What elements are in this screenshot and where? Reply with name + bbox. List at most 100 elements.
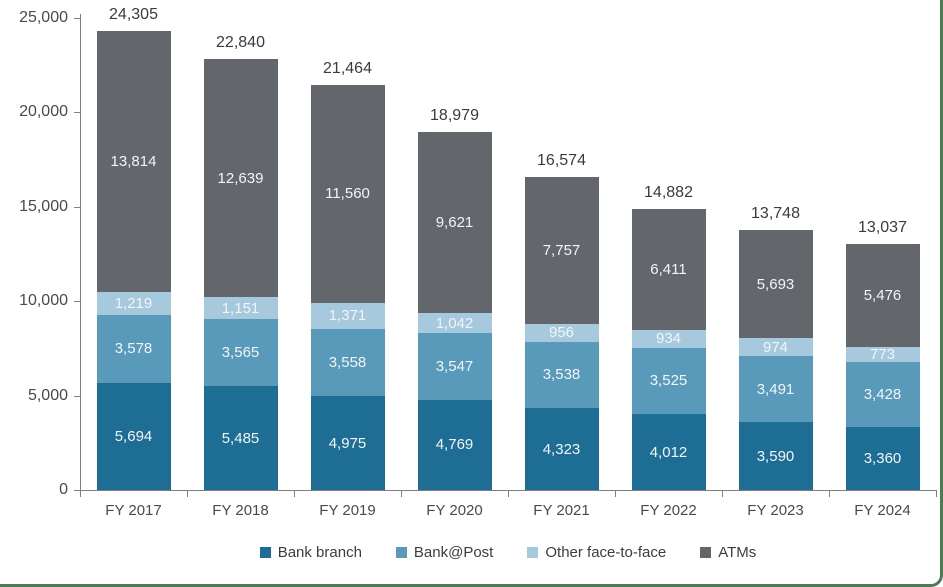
segment-value-label: 1,219 (114, 294, 153, 312)
bar-segment-bank-branch[interactable]: 4,012 (631, 414, 706, 490)
x-axis-label: FY 2024 (854, 502, 911, 519)
total-label: 21,464 (323, 59, 372, 77)
bar-segment-bank-branch[interactable]: 4,975 (310, 396, 385, 490)
segment-value-label: 3,525 (649, 372, 688, 390)
legend-swatch-icon (259, 547, 271, 558)
bar-segment-other-face-to-face[interactable]: 974 (738, 337, 813, 357)
segment-value-label: 13,814 (110, 153, 157, 171)
bar-segment-atms[interactable]: 11,560 (310, 84, 385, 304)
total-label: 14,882 (644, 184, 693, 202)
x-axis-tick (615, 491, 616, 497)
bar-segment-bank-branch[interactable]: 4,323 (524, 408, 599, 490)
y-axis-label: 0 (59, 481, 68, 498)
segment-value-label: 12,639 (217, 169, 264, 187)
bar-segment-other-face-to-face[interactable]: 773 (845, 346, 920, 364)
segment-value-label: 956 (548, 324, 575, 342)
x-axis-tick (294, 491, 295, 497)
x-axis-label: FY 2020 (426, 502, 483, 519)
bar-segment-atms[interactable]: 13,814 (96, 31, 171, 292)
x-axis-line (80, 490, 937, 491)
bar-segment-other-face-to-face[interactable]: 1,151 (203, 297, 278, 320)
segment-value-label: 5,693 (756, 275, 795, 293)
legend-item-bank-branch[interactable]: Bank branch (259, 544, 362, 561)
total-label: 18,979 (430, 106, 479, 124)
x-axis-tick (187, 491, 188, 497)
y-axis-line (80, 14, 81, 491)
bar-segment-bank-post[interactable]: 3,578 (96, 314, 171, 383)
bar-fy-2019: 4,975 3,558 1,371 11,560 21,464 (310, 18, 385, 490)
segment-value-label: 1,151 (221, 299, 260, 317)
segment-value-label: 3,565 (221, 344, 260, 362)
y-axis-label: 25,000 (19, 9, 68, 26)
bar-segment-bank-post[interactable]: 3,538 (524, 341, 599, 409)
segment-value-label: 6,411 (650, 261, 687, 279)
bar-segment-other-face-to-face[interactable]: 1,042 (417, 313, 492, 333)
plot-area: 5,694 3,578 1,219 13,814 24,305 5,485 3,565 1,1… (80, 6, 936, 490)
bar-segment-other-face-to-face[interactable]: 1,219 (96, 291, 171, 315)
legend-item-bank-post[interactable]: Bank@Post (395, 544, 493, 561)
bar-segment-bank-post[interactable]: 3,491 (738, 356, 813, 423)
bar-segment-bank-post[interactable]: 3,558 (310, 328, 385, 397)
bar-segment-atms[interactable]: 5,476 (845, 243, 920, 348)
y-axis-tick (74, 112, 80, 114)
legend-swatch-icon (700, 547, 712, 558)
bar-segment-bank-branch[interactable]: 4,769 (417, 399, 492, 490)
legend-item-atms[interactable]: ATMs (700, 544, 756, 561)
segment-value-label: 3,428 (863, 385, 902, 403)
legend-label: Bank branch (277, 544, 362, 561)
bar-segment-bank-branch[interactable]: 5,694 (96, 382, 171, 490)
y-axis-tick (74, 301, 80, 303)
bar-fy-2018: 5,485 3,565 1,151 12,639 22,840 (203, 18, 278, 490)
x-axis-tick (936, 491, 937, 497)
bar-segment-bank-branch[interactable]: 3,360 (845, 426, 920, 490)
segment-value-label: 11,560 (325, 185, 370, 203)
legend-label: ATMs (718, 544, 757, 561)
bar-segment-bank-branch[interactable]: 3,590 (738, 422, 813, 490)
bar-segment-other-face-to-face[interactable]: 934 (631, 330, 706, 348)
segment-value-label: 3,547 (435, 357, 474, 375)
legend: Bank branch Bank@Post Other face-to-face AT… (80, 544, 936, 561)
legend-swatch-icon (527, 547, 539, 558)
segment-value-label: 5,485 (221, 429, 260, 447)
segment-value-label: 5,694 (114, 427, 153, 445)
segment-value-label: 773 (869, 346, 896, 364)
y-axis-label: 10,000 (19, 292, 68, 310)
total-label: 13,748 (751, 205, 800, 223)
bar-segment-bank-post[interactable]: 3,525 (631, 347, 706, 415)
bar-segment-atms[interactable]: 7,757 (524, 177, 599, 324)
bar-segment-atms[interactable]: 5,693 (738, 230, 813, 338)
segment-value-label: 974 (762, 338, 789, 356)
y-axis-tick (74, 18, 80, 19)
segment-value-label: 3,578 (114, 340, 153, 358)
total-label: 22,840 (216, 33, 265, 51)
bar-fy-2022: 4,012 3,525 934 6,411 14,882 (631, 18, 706, 490)
bar-segment-bank-post[interactable]: 3,428 (845, 361, 920, 427)
x-axis-label: FY 2017 (105, 502, 162, 519)
bar-segment-other-face-to-face[interactable]: 1,371 (310, 303, 385, 329)
bar-segment-bank-post[interactable]: 3,565 (203, 319, 278, 387)
bar-segment-atms[interactable]: 9,621 (417, 131, 492, 314)
segment-value-label: 3,590 (756, 447, 795, 465)
segment-value-label: 1,042 (435, 314, 474, 332)
y-axis-tick (74, 395, 80, 397)
y-axis-label: 5,000 (27, 386, 68, 404)
bar-segment-bank-branch[interactable]: 5,485 (203, 386, 278, 490)
bar-segment-other-face-to-face[interactable]: 956 (524, 323, 599, 342)
segment-value-label: 1,371 (328, 307, 367, 325)
total-label: 24,305 (109, 6, 158, 24)
bar-segment-bank-post[interactable]: 3,547 (417, 333, 492, 400)
segment-value-label: 9,621 (435, 214, 474, 231)
x-axis-label: FY 2021 (533, 502, 590, 519)
y-axis-tick (74, 206, 80, 208)
segment-value-label: 934 (655, 330, 682, 348)
bar-fy-2017: 5,694 3,578 1,219 13,814 24,305 (96, 6, 171, 490)
bar-segment-atms[interactable]: 6,411 (631, 209, 706, 331)
legend-item-other-face-to-face[interactable]: Other face-to-face (527, 544, 666, 561)
legend-label: Other face-to-face (545, 544, 667, 561)
x-axis-label: FY 2023 (747, 502, 804, 519)
x-axis-tick (401, 491, 402, 497)
bar-segment-atms[interactable]: 12,639 (203, 58, 278, 298)
total-label: 16,574 (537, 152, 586, 170)
segment-value-label: 3,558 (328, 353, 367, 371)
